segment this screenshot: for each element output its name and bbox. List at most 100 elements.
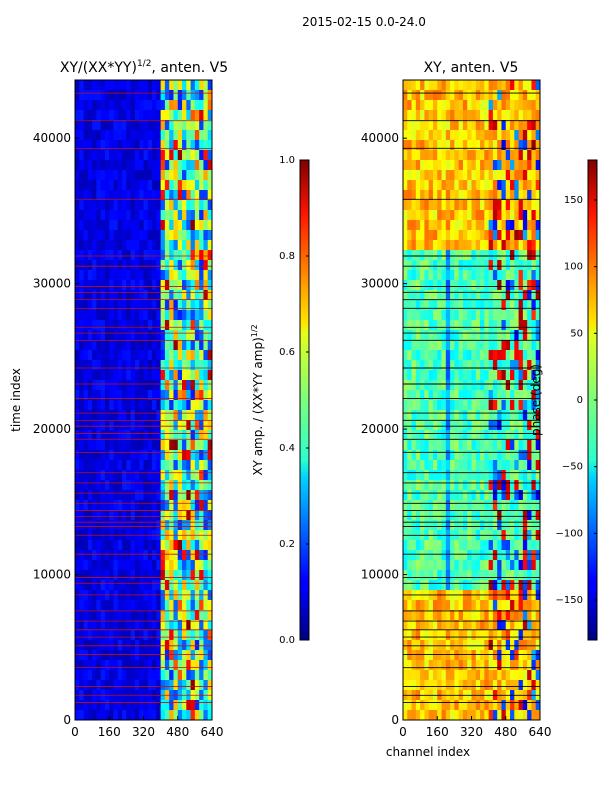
left-heatmap-cell — [199, 250, 204, 261]
left-heatmap-cell — [164, 560, 170, 571]
right-heatmap-cell — [454, 540, 460, 551]
left-heatmap-cell — [152, 620, 157, 631]
left-heatmap-cell — [113, 140, 119, 151]
right-heatmap-cell — [458, 130, 464, 141]
left-heatmap-cell — [190, 90, 196, 101]
right-heatmap-cell — [531, 200, 537, 211]
right-heatmap-cell — [527, 200, 532, 211]
right-heatmap-cell — [484, 260, 490, 271]
left-heatmap-cell — [169, 370, 174, 381]
left-heatmap-cell — [92, 190, 97, 201]
right-heatmap-cell — [467, 350, 472, 361]
left-heatmap-cell — [79, 450, 84, 461]
right-heatmap-cell — [531, 160, 537, 171]
left-heatmap-cell — [79, 520, 84, 531]
left-heatmap-cell — [113, 350, 119, 361]
left-heatmap-cell — [130, 100, 136, 111]
left-heatmap-cell — [113, 710, 119, 721]
right-heatmap-cell — [437, 470, 442, 481]
left-heatmap-cell — [177, 300, 183, 311]
left-heatmap-cell — [79, 200, 84, 211]
right-heatmap-cell — [407, 130, 412, 141]
right-heatmap-cell — [454, 450, 460, 461]
right-heatmap-cell — [488, 610, 494, 621]
left-heatmap-cell — [147, 500, 153, 511]
left-heatmap-cell — [186, 560, 191, 571]
left-heatmap-cell — [117, 410, 123, 421]
right-heatmap-cell — [480, 130, 485, 141]
left-heatmap-cell — [134, 440, 140, 451]
left-heatmap-cell — [75, 600, 80, 611]
right-heatmap-cell — [480, 170, 485, 181]
right-heatmap-cell — [480, 470, 485, 481]
left-heatmap-cell — [75, 80, 80, 91]
left-heatmap-cell — [117, 160, 123, 171]
right-heatmap-cell — [424, 580, 430, 591]
left-heatmap-cell — [87, 570, 93, 581]
right-heatmap-cell — [432, 200, 438, 211]
left-heatmap-cell — [169, 320, 174, 331]
right-heatmap-cell — [484, 310, 490, 321]
left-heatmap-cell — [83, 580, 89, 591]
right-heatmap-cell — [424, 250, 430, 261]
left-heatmap-cell — [152, 630, 157, 641]
left-heatmap-cell — [75, 710, 80, 721]
left-heatmap-cell — [143, 550, 149, 561]
right-heatmap-cell — [403, 710, 408, 721]
y-tick-label: 40000 — [33, 131, 71, 145]
left-heatmap-cell — [139, 520, 144, 531]
left-heatmap-cell — [194, 150, 200, 161]
left-heatmap-cell — [190, 130, 196, 141]
left-heatmap-cell — [139, 90, 144, 101]
right-heatmap-cell — [432, 160, 438, 171]
right-heatmap-cell — [471, 560, 477, 571]
right-heatmap-cell — [458, 110, 464, 121]
left-heatmap-cell — [169, 310, 174, 321]
left-heatmap-cell — [122, 120, 127, 131]
right-heatmap-cell — [467, 510, 472, 521]
right-heatmap-cell — [492, 420, 498, 431]
right-heatmap-cell — [531, 410, 537, 421]
left-heatmap-cell — [169, 250, 174, 261]
left-heatmap-cell — [199, 450, 204, 461]
left-heatmap-cell — [177, 220, 183, 231]
right-heatmap-cell — [441, 430, 447, 441]
left-heatmap-cell — [113, 150, 119, 161]
left-heatmap-cell — [147, 150, 153, 161]
left-heatmap-cell — [117, 580, 123, 591]
right-heatmap-cell — [522, 520, 528, 531]
right-heatmap-cell — [420, 660, 425, 671]
right-heatmap-cell — [454, 470, 460, 481]
left-heatmap-cell — [203, 430, 209, 441]
left-heatmap-cell — [117, 210, 123, 221]
right-heatmap-cell — [505, 470, 511, 481]
left-heatmap-cell — [104, 420, 110, 431]
left-heatmap-cell — [92, 550, 97, 561]
right-heatmap-cell — [510, 310, 515, 321]
right-heatmap-cell — [535, 710, 541, 721]
left-heatmap-cell — [143, 360, 149, 371]
right-heatmap-cell — [488, 490, 494, 501]
left-heatmap-cell — [83, 230, 89, 241]
right-heatmap-cell — [458, 630, 464, 641]
left-heatmap-cell — [190, 460, 196, 471]
right-heatmap-cell — [471, 340, 477, 351]
left-heatmap-cell — [134, 470, 140, 481]
left-heatmap-cell — [152, 180, 157, 191]
left-heatmap-cell — [186, 650, 191, 661]
right-heatmap-cell — [411, 710, 417, 721]
left-heatmap-cell — [113, 220, 119, 231]
left-heatmap-cell — [152, 310, 157, 321]
right-heatmap-cell — [480, 430, 485, 441]
left-heatmap-cell — [92, 470, 97, 481]
left-heatmap-cell — [203, 670, 209, 681]
right-heatmap-cell — [492, 500, 498, 511]
right-heatmap-cell — [411, 190, 417, 201]
right-heatmap-cell — [488, 210, 494, 221]
left-heatmap-cell — [203, 460, 209, 471]
right-heatmap-cell — [488, 540, 494, 551]
left-heatmap-cell — [122, 130, 127, 141]
right-heatmap-cell — [432, 480, 438, 491]
right-heatmap-cell — [411, 440, 417, 451]
left-heatmap-cell — [160, 200, 166, 211]
